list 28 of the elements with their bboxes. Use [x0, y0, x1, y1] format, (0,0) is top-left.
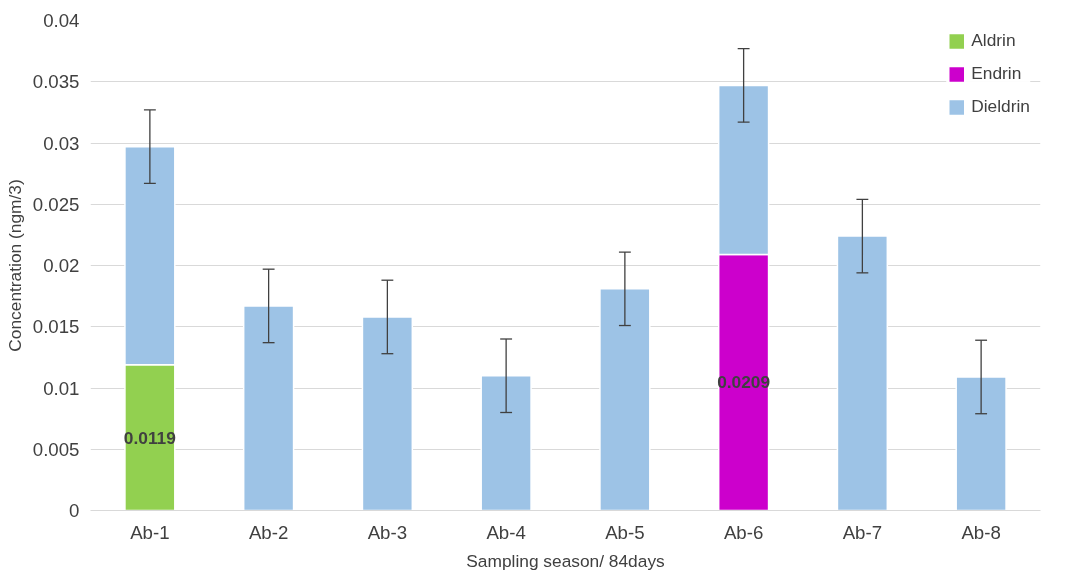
y-tick-label: 0.035	[32, 71, 80, 93]
bar	[361, 316, 414, 511]
bar	[480, 375, 532, 511]
y-tick-label: 0	[69, 500, 80, 521]
legend-label: Dieldrin	[971, 96, 1030, 117]
x-tick-label: Ab-4	[486, 521, 526, 543]
x-tick-label: Ab-5	[605, 521, 645, 543]
x-tick-label: Ab-7	[842, 521, 883, 543]
x-tick-label: Ab-1	[130, 521, 170, 543]
y-tick-label: 0.04	[43, 10, 80, 31]
y-tick-label: 0.02	[43, 255, 80, 276]
bar	[242, 305, 295, 511]
bar	[599, 288, 651, 511]
x-tick-label: Ab-6	[723, 521, 764, 543]
legend-label: Aldrin	[971, 30, 1016, 51]
y-tick-label: 0.025	[32, 193, 80, 215]
y-axis-title: Concentration (ngm/3)	[4, 179, 25, 352]
y-tick-label: 0.015	[32, 316, 80, 338]
y-tick-label: 0.005	[32, 438, 80, 460]
x-tick-label: Ab-3	[367, 521, 408, 543]
x-tick-label: Ab-8	[961, 521, 1001, 543]
y-tick-label: 0.01	[43, 377, 80, 399]
y-tick-label: 0.03	[43, 132, 80, 154]
bar	[836, 235, 889, 511]
x-axis-title: Sampling season/ 84days	[466, 550, 666, 571]
legend-label: Endrin	[971, 63, 1022, 84]
x-tick-label: Ab-2	[248, 521, 289, 543]
bar	[955, 376, 1007, 511]
